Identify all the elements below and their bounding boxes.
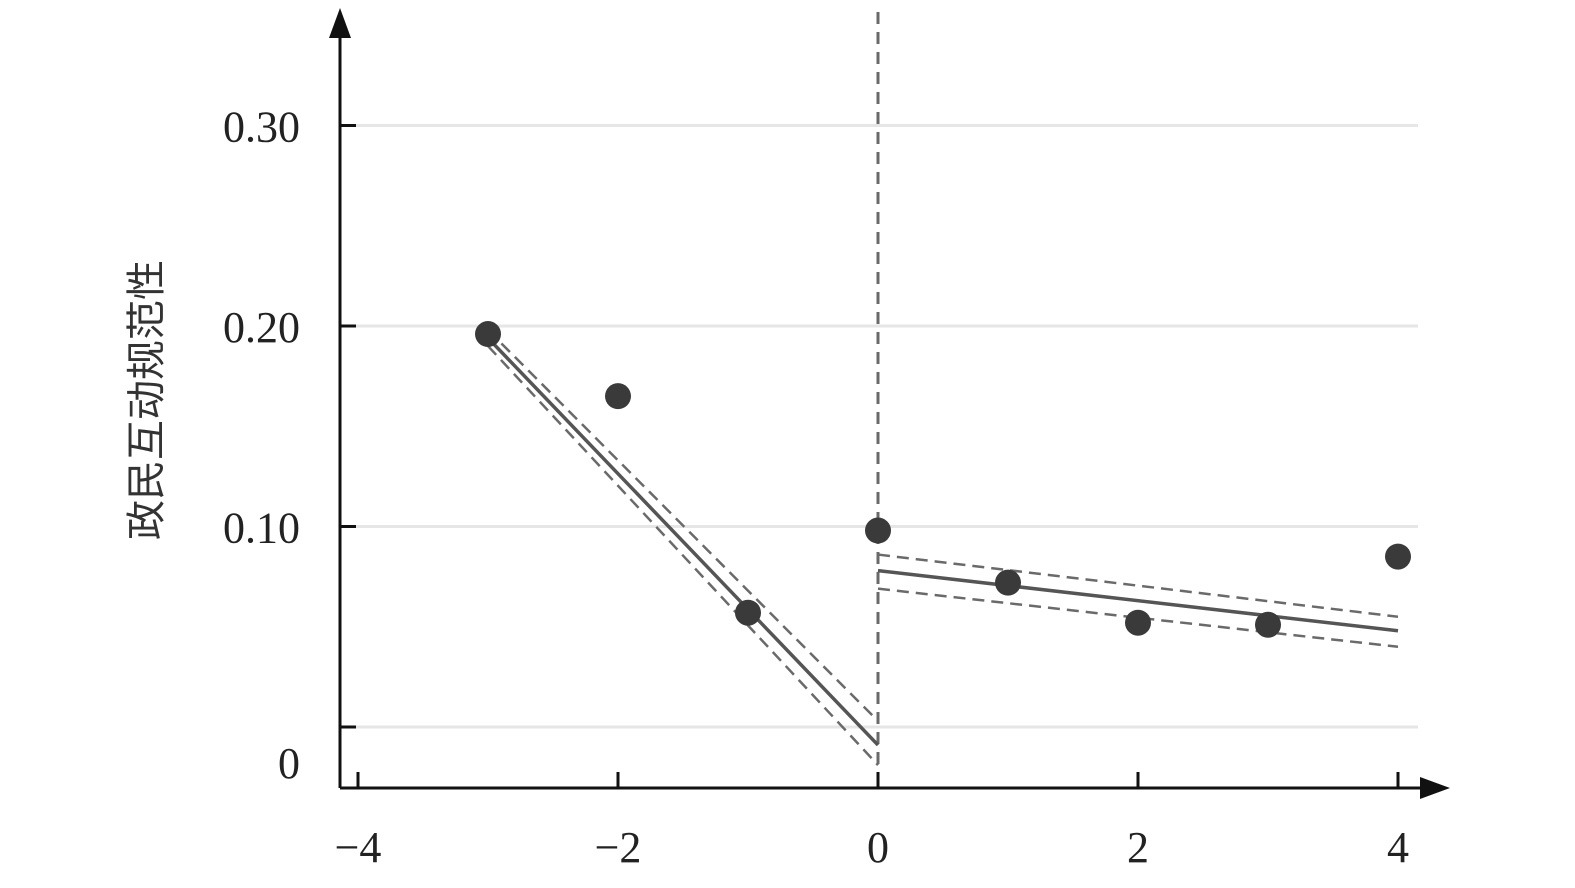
- axis-layer: [329, 8, 1450, 799]
- data-point: [605, 383, 631, 410]
- y-tick-label: 0.30: [223, 103, 300, 152]
- ci-lower-line: [487, 345, 879, 766]
- fit-line: [486, 336, 880, 747]
- y-tick-label: 0.10: [223, 504, 300, 553]
- x-tick-label: −4: [335, 823, 382, 872]
- y-axis-label: 政民互动规范性: [124, 260, 170, 540]
- ci-upper-line: [877, 553, 1399, 618]
- data-point: [1255, 611, 1281, 638]
- label-layer: 政民互动规范性 −4 −2 0 2 4 0 0.10 0.20 0.30: [124, 103, 1409, 873]
- x-tick-label: 0: [867, 823, 889, 872]
- x-tick-label: 4: [1387, 823, 1409, 872]
- fit-layer: [486, 12, 1399, 788]
- x-axis-arrow: [1420, 777, 1450, 799]
- data-point: [1385, 543, 1411, 570]
- data-point: [995, 569, 1021, 596]
- ci-upper-line: [487, 329, 879, 722]
- y-tick-label: 0.20: [223, 303, 300, 352]
- x-tick-label: 2: [1127, 823, 1149, 872]
- grid-layer: [354, 124, 1418, 729]
- y-axis-arrow: [329, 8, 351, 38]
- data-point: [865, 517, 891, 544]
- fit-line: [877, 568, 1399, 633]
- y-tick-label: 0: [278, 739, 300, 788]
- data-point: [735, 599, 761, 626]
- point-layer: [475, 321, 1411, 638]
- x-tick-label: −2: [595, 823, 642, 872]
- data-point: [1125, 609, 1151, 636]
- ci-lower-line: [877, 587, 1399, 649]
- data-point: [475, 321, 501, 348]
